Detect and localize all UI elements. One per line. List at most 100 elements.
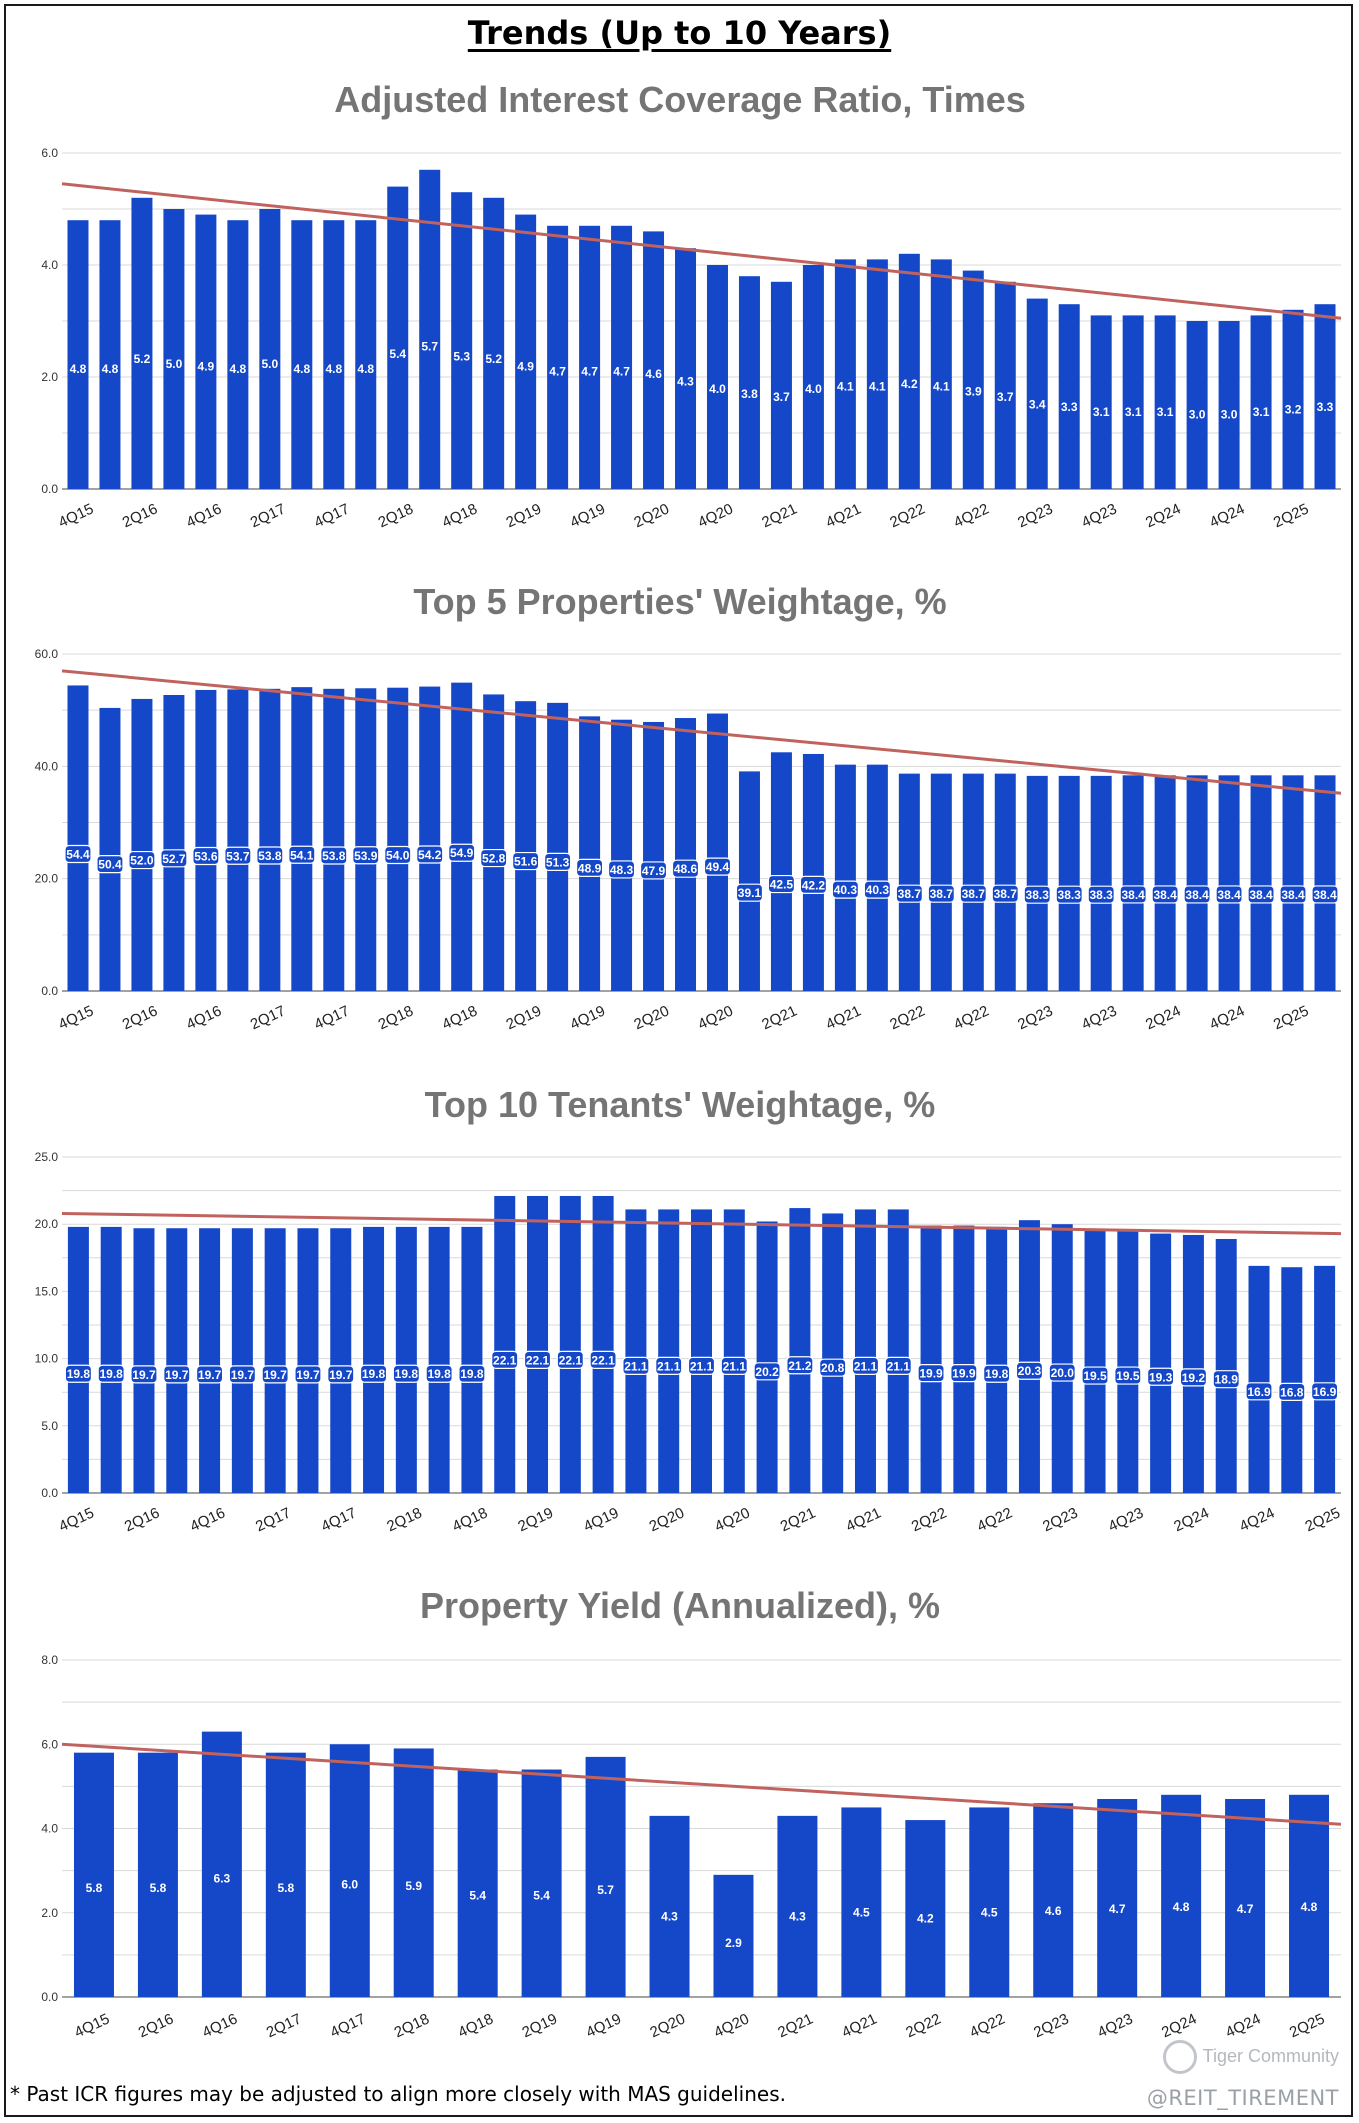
data-label: 19.8 xyxy=(395,1367,419,1381)
bar xyxy=(592,1195,614,1493)
data-label: 19.7 xyxy=(263,1368,287,1382)
bar xyxy=(195,214,217,489)
x-tick-label: 4Q19 xyxy=(567,500,607,531)
data-label-box xyxy=(575,858,604,878)
y-tick-label: 20.0 xyxy=(35,872,59,886)
x-tick-label: 4Q18 xyxy=(440,1002,480,1033)
data-label-box xyxy=(96,855,124,874)
x-tick-label: 4Q18 xyxy=(456,2010,496,2041)
x-tick-label: 2Q17 xyxy=(264,2010,304,2041)
data-label-box xyxy=(671,859,700,878)
data-label: 21.1 xyxy=(624,1359,648,1373)
x-tick-label: 4Q23 xyxy=(1106,1504,1146,1535)
data-label: 6.0 xyxy=(341,1877,358,1891)
bar xyxy=(99,220,121,489)
x-tick-label: 4Q21 xyxy=(839,2010,879,2041)
trend-line xyxy=(61,669,1342,795)
data-label-box xyxy=(512,851,540,871)
data-label-box xyxy=(1114,1366,1142,1385)
bar xyxy=(1282,309,1304,489)
data-label: 4.8 xyxy=(357,362,374,376)
data-label: 5.4 xyxy=(469,1889,486,1903)
x-tick-label: 2Q23 xyxy=(1015,500,1055,531)
data-label: 2.9 xyxy=(725,1936,742,1950)
x-tick-label: 4Q15 xyxy=(56,1504,96,1535)
bar xyxy=(227,220,249,489)
x-tick-label: 2Q25 xyxy=(1271,1002,1311,1033)
data-label: 4.7 xyxy=(581,365,598,379)
bar xyxy=(330,1228,352,1493)
x-tick-label: 4Q21 xyxy=(823,1002,863,1033)
data-label-box xyxy=(1245,1382,1273,1401)
x-tick-label: 4Q15 xyxy=(56,500,96,531)
data-label: 19.7 xyxy=(165,1368,189,1382)
data-label: 38.3 xyxy=(1026,888,1050,902)
x-tick-label: 4Q19 xyxy=(581,1504,621,1535)
x-tick-label: 2Q17 xyxy=(253,1504,293,1535)
data-label: 4.8 xyxy=(230,362,247,376)
x-tick-label: 2Q21 xyxy=(775,2010,815,2041)
bar xyxy=(1097,1799,1138,1997)
data-label-box xyxy=(1087,885,1115,904)
bar xyxy=(363,1226,385,1493)
x-tick-label: 4Q22 xyxy=(975,1504,1015,1535)
x-tick-label: 2Q21 xyxy=(759,500,799,531)
x-tick-label: 4Q20 xyxy=(712,1504,752,1535)
bar xyxy=(1215,1238,1237,1493)
data-label: 4.1 xyxy=(933,380,950,394)
bar xyxy=(1018,1220,1040,1493)
x-tick-label: 2Q19 xyxy=(504,1002,544,1033)
x-tick-label: 4Q18 xyxy=(450,1504,490,1535)
bar xyxy=(195,689,217,991)
data-label-box xyxy=(261,1365,289,1384)
data-label-box xyxy=(256,846,284,865)
data-label: 54.1 xyxy=(290,848,314,862)
bar xyxy=(419,686,441,991)
data-label: 19.8 xyxy=(985,1367,1009,1381)
x-tick-label: 4Q22 xyxy=(951,500,991,531)
bar xyxy=(643,231,665,489)
data-label: 5.4 xyxy=(389,347,406,361)
data-label: 4.8 xyxy=(293,362,310,376)
bar xyxy=(841,1807,882,1997)
x-tick-label: 4Q16 xyxy=(184,1002,224,1033)
bar xyxy=(547,702,569,991)
bar xyxy=(199,1228,221,1493)
bar xyxy=(1182,1234,1204,1493)
data-label: 4.8 xyxy=(102,362,119,376)
data-label: 4.8 xyxy=(1301,1900,1318,1914)
bar xyxy=(1090,775,1112,991)
data-label-box xyxy=(589,1350,617,1369)
data-label-box xyxy=(1023,885,1051,904)
bar xyxy=(1154,775,1176,991)
data-label: 47.9 xyxy=(642,864,666,878)
bar xyxy=(227,689,249,991)
data-label: 19.8 xyxy=(362,1367,386,1381)
bar xyxy=(419,169,441,490)
bar xyxy=(131,698,153,991)
data-label: 16.9 xyxy=(1247,1385,1271,1399)
data-label-box xyxy=(163,1365,191,1384)
x-tick-label: 2Q19 xyxy=(515,1504,555,1535)
bar xyxy=(355,220,377,489)
data-label: 42.2 xyxy=(802,878,826,892)
data-label: 3.0 xyxy=(1221,407,1238,421)
data-label: 38.7 xyxy=(962,887,986,901)
bar xyxy=(579,225,601,490)
chart-title: Top 5 Properties' Weightage, % xyxy=(413,581,946,622)
bar xyxy=(1058,775,1080,991)
x-tick-label: 4Q19 xyxy=(567,1002,607,1033)
x-tick-label: 2Q16 xyxy=(120,1002,160,1033)
bar xyxy=(387,687,409,991)
data-label-box xyxy=(1055,885,1083,904)
icr-chart: Adjusted Interest Coverage Ratio, Times 0… xyxy=(41,79,1342,531)
data-label: 20.3 xyxy=(1018,1364,1042,1378)
data-label: 4.8 xyxy=(325,362,342,376)
data-label: 19.7 xyxy=(231,1368,255,1382)
bar xyxy=(834,259,856,489)
data-label: 53.8 xyxy=(258,849,282,863)
x-tick-label: 2Q23 xyxy=(1031,2010,1071,2041)
x-tick-label: 2Q16 xyxy=(120,500,160,531)
data-label: 4.0 xyxy=(709,382,726,396)
y-tick-label: 10.0 xyxy=(35,1352,59,1366)
